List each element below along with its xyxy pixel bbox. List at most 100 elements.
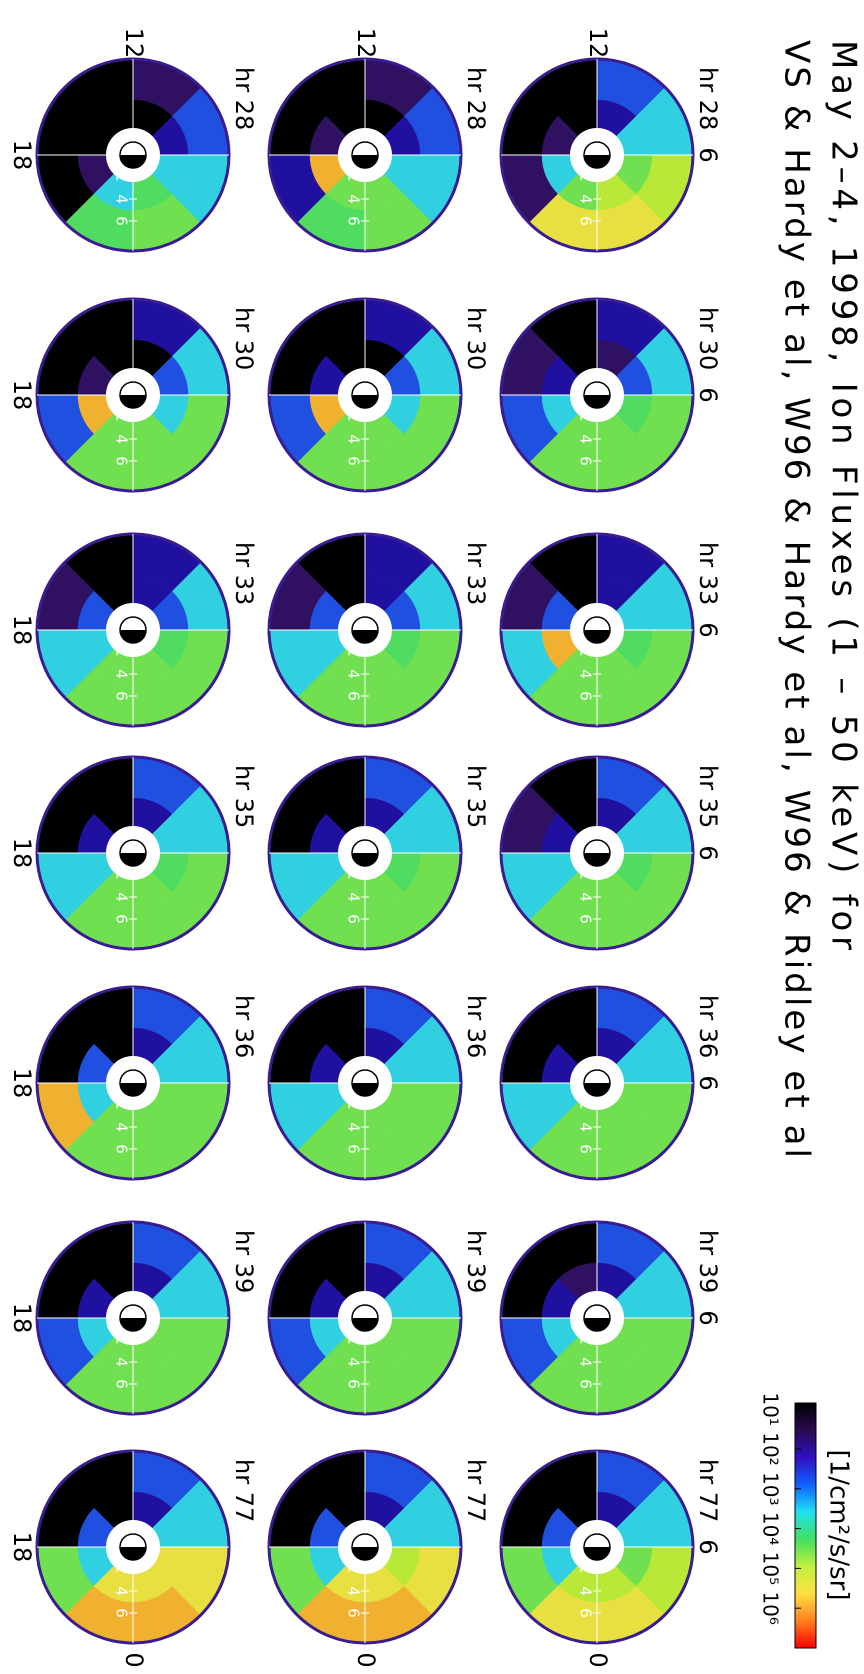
panel-label: hr 28 — [230, 67, 258, 130]
earth-night — [120, 1083, 146, 1096]
colorbar — [794, 1402, 817, 1649]
radial-tick-label: 6 — [577, 216, 595, 226]
earth-night — [352, 1547, 378, 1560]
radial-tick-label: 4 — [345, 1357, 363, 1367]
radial-tick-label: 6 — [345, 216, 363, 226]
radial-tick-label: 6 — [577, 456, 595, 466]
panel-label: hr 33 — [230, 542, 258, 605]
mlt-label: 0 — [352, 1652, 380, 1667]
radial-tick-label: 2 — [577, 1564, 595, 1574]
earth-night — [584, 395, 610, 408]
radial-tick-label: 4 — [113, 1357, 131, 1367]
landscape-frame: May 2–4, 1998, Ion Fluxes (1 – 50 keV) f… — [8, 28, 864, 1668]
radial-tick-label: 2 — [345, 1335, 363, 1345]
earth-night — [352, 853, 378, 866]
earth-night — [120, 1547, 146, 1560]
radial-tick-label: 2 — [345, 1564, 363, 1574]
panel-label: hr 35 — [694, 765, 722, 828]
radial-tick-label: 6 — [345, 456, 363, 466]
mlt-label: 18 — [8, 380, 36, 411]
mlt-label: 18 — [8, 140, 36, 171]
radial-tick-label: 4 — [113, 892, 131, 902]
radial-tick-label: 4 — [345, 892, 363, 902]
mlt-label: 6 — [694, 1539, 722, 1554]
radial-tick-label: 2 — [345, 647, 363, 657]
radial-tick-label: 6 — [345, 1379, 363, 1389]
radial-tick-label: 4 — [345, 1586, 363, 1596]
earth-night — [352, 395, 378, 408]
radial-tick-label: 6 — [345, 914, 363, 924]
earth-night — [120, 630, 146, 643]
colorbar-tick-label: 10⁴ — [759, 1512, 783, 1545]
radial-tick-label: 4 — [113, 434, 131, 444]
radial-tick-label: 4 — [345, 434, 363, 444]
panel-label: hr 39 — [462, 1230, 490, 1293]
radial-tick-label: 2 — [345, 1100, 363, 1110]
mlt-label: 6 — [694, 1310, 722, 1325]
radial-tick-label: 6 — [113, 1379, 131, 1389]
radial-tick-label: 4 — [577, 892, 595, 902]
radial-tick-label: 4 — [577, 1122, 595, 1132]
radial-tick-label: 2 — [345, 870, 363, 880]
radial-tick-label: 2 — [113, 172, 131, 182]
mlt-label: 6 — [694, 387, 722, 402]
radial-tick-label: 6 — [345, 1608, 363, 1618]
panel-label: hr 35 — [462, 765, 490, 828]
radial-tick-label: 2 — [577, 412, 595, 422]
radial-tick-label: 6 — [577, 1379, 595, 1389]
earth-night — [584, 1318, 610, 1331]
earth-night — [352, 1318, 378, 1331]
panel-label: hr 39 — [694, 1230, 722, 1293]
radial-tick-label: 2 — [577, 1100, 595, 1110]
colorbar-tick-label: 10² — [759, 1432, 783, 1465]
earth-night — [120, 1318, 146, 1331]
radial-tick-label: 4 — [345, 669, 363, 679]
earth-night — [584, 1547, 610, 1560]
radial-tick-label: 4 — [577, 194, 595, 204]
colorbar-label: [1/cm²/s/sr] — [824, 1450, 854, 1601]
radial-tick-label: 6 — [577, 691, 595, 701]
radial-tick-label: 2 — [345, 172, 363, 182]
radial-tick-label: 2 — [113, 1100, 131, 1110]
colorbar-tick-label: 10⁶ — [759, 1591, 783, 1624]
panel-label: hr 33 — [462, 542, 490, 605]
panel-label: hr 33 — [694, 542, 722, 605]
panel-label: hr 36 — [462, 995, 490, 1058]
mlt-label: 12 — [352, 28, 380, 59]
radial-tick-label: 2 — [345, 412, 363, 422]
panel-label: hr 28 — [462, 67, 490, 130]
panel-label: hr 36 — [694, 995, 722, 1058]
mlt-label: 6 — [694, 1075, 722, 1090]
radial-tick-label: 4 — [345, 194, 363, 204]
radial-tick-label: 4 — [577, 1357, 595, 1367]
radial-tick-label: 6 — [113, 914, 131, 924]
radial-tick-label: 6 — [113, 216, 131, 226]
radial-tick-label: 4 — [345, 1122, 363, 1132]
mlt-label: 12 — [120, 28, 148, 59]
mlt-label: 12 — [584, 28, 612, 59]
earth-night — [120, 155, 146, 168]
panel-label: hr 36 — [230, 995, 258, 1058]
colorbar-tick-label: 10⁵ — [759, 1552, 783, 1585]
earth-night — [352, 630, 378, 643]
panel-label: hr 35 — [230, 765, 258, 828]
earth-night — [352, 1083, 378, 1096]
radial-tick-label: 2 — [113, 412, 131, 422]
earth-night — [120, 853, 146, 866]
panel-label: hr 30 — [694, 307, 722, 370]
colorbar-tick-label: 10¹ — [759, 1392, 783, 1425]
radial-tick-label: 4 — [577, 669, 595, 679]
mlt-label: 18 — [8, 838, 36, 869]
radial-tick-label: 2 — [113, 870, 131, 880]
panel-label: hr 77 — [694, 1459, 722, 1522]
earth-night — [584, 155, 610, 168]
earth-night — [120, 395, 146, 408]
earth-night — [584, 1083, 610, 1096]
panel-label: hr 77 — [462, 1459, 490, 1522]
earth-night — [584, 630, 610, 643]
mlt-label: 18 — [8, 615, 36, 646]
mlt-label: 0 — [120, 1652, 148, 1667]
mlt-label: 6 — [694, 147, 722, 162]
mlt-label: 18 — [8, 1303, 36, 1334]
